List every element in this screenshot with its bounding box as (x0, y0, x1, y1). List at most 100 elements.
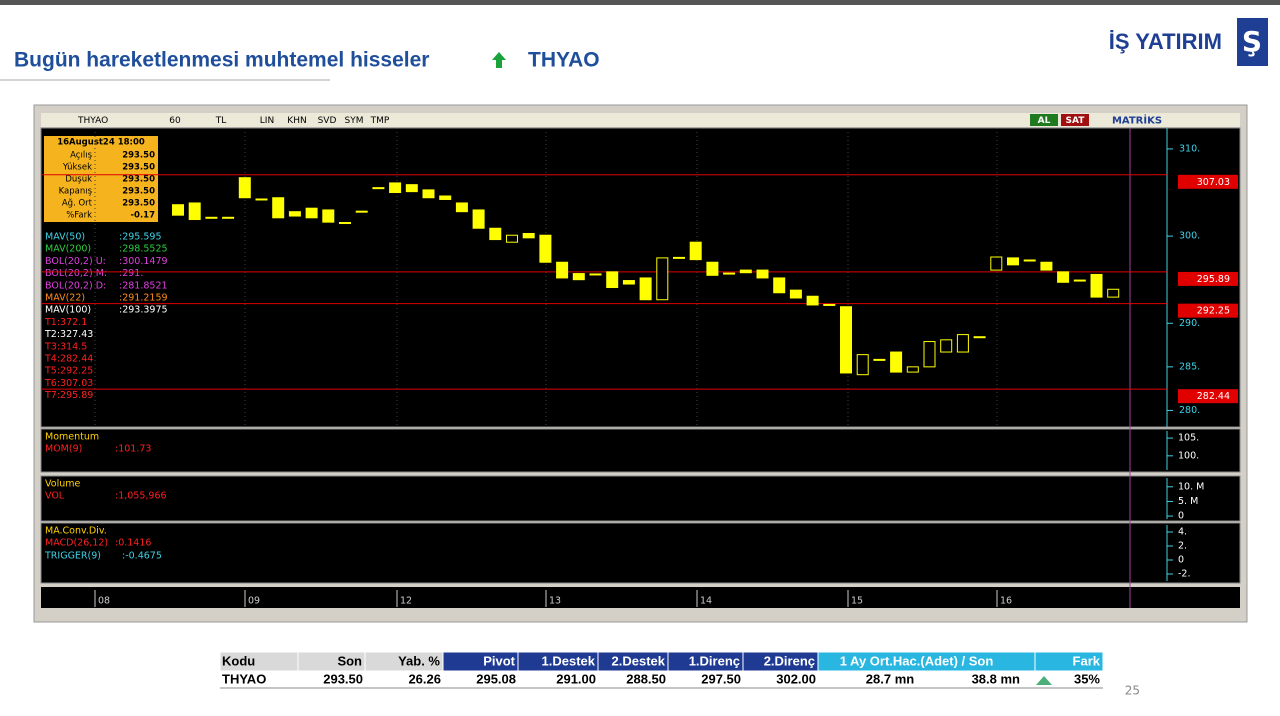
level-box (1178, 174, 1238, 189)
legend-name: T2:327.43 (44, 329, 93, 340)
table-header: 1 Ay Ort.Hac.(Adet) / Son (840, 653, 994, 668)
y-tick-label: 310. (1179, 143, 1200, 154)
candle (689, 241, 702, 261)
trend-triangle (1036, 676, 1052, 685)
candle (322, 209, 335, 223)
candle (656, 257, 669, 301)
candle (422, 189, 435, 199)
candle (305, 207, 318, 219)
panel-tick-label: 4. (1178, 527, 1187, 538)
candle (1090, 273, 1103, 298)
legend-value: :293.3975 (119, 305, 168, 316)
legend-value: :291. (119, 268, 143, 279)
legend-value: :298.5525 (119, 244, 168, 255)
panel-tick-label: 0 (1178, 555, 1184, 566)
candle (806, 295, 819, 306)
table-cell: 293.50 (323, 671, 363, 686)
level-box (1178, 303, 1238, 318)
panel-title: MA.Conv.Div. (45, 526, 107, 537)
legend-name: BOL(20,2) U: (45, 256, 106, 267)
candle (639, 277, 652, 301)
panel-name: TRIGGER(9) (44, 551, 101, 562)
legend-name: T5:292.25 (44, 366, 93, 377)
date-label: 14 (700, 596, 712, 607)
table-cell: 28.7 mn (866, 671, 914, 686)
candle (238, 177, 251, 199)
toolbar (41, 113, 1240, 127)
top-bar (0, 0, 1280, 5)
y-tick-label: 280. (1179, 405, 1200, 416)
table-header: Kodu (222, 653, 255, 668)
legend-name: T4:282.44 (44, 354, 93, 365)
volume-panel (40, 475, 1241, 522)
candle (188, 202, 201, 221)
panel-title: Volume (45, 479, 80, 490)
candle (856, 354, 869, 376)
buy-button[interactable] (1030, 114, 1058, 126)
candle (622, 280, 635, 285)
panel-name: MOM(9) (45, 444, 82, 455)
info-title: 16August24 18:00 (57, 138, 145, 148)
candle (1057, 271, 1070, 283)
toolbar-item: TL (215, 116, 227, 126)
candle (405, 184, 418, 193)
sell-button[interactable] (1061, 114, 1089, 126)
candle (789, 289, 802, 299)
date-label: 12 (400, 596, 412, 607)
toolbar-item: THYAO (77, 116, 108, 126)
candle (890, 351, 903, 373)
date-label: 09 (248, 596, 260, 607)
y-tick-label: 285. (1179, 361, 1200, 372)
logo: İŞ YATIRIM (1109, 29, 1222, 54)
panel-name: VOL (45, 491, 65, 502)
level-label: 307.03 (1197, 177, 1230, 188)
legend-value: :281.8521 (119, 280, 168, 291)
info-label: Ağ. Ort (62, 199, 93, 209)
table-header: Son (337, 653, 362, 668)
legend-name: T1:372.1 (44, 317, 87, 328)
panel-tick-label: 10. M (1178, 481, 1204, 492)
info-label: Düşük (65, 175, 92, 185)
macd-panel (40, 522, 1241, 584)
legend-name: T7:295.89 (44, 390, 93, 401)
info-label: Açılış (70, 151, 92, 161)
legend-name: T3:314.5 (44, 341, 87, 352)
panel-tick-label: 0 (1178, 511, 1184, 522)
date-label: 15 (851, 596, 863, 607)
level-box (1178, 271, 1238, 286)
table-cell: 302.00 (776, 671, 816, 686)
panel-tick-label: 5. M (1178, 496, 1198, 507)
legend-name: T6:307.03 (44, 378, 93, 389)
table-header: Fark (1073, 653, 1101, 668)
level-label: 295.89 (1197, 274, 1230, 285)
panel-name: MACD(26,12) (45, 538, 108, 549)
toolbar-item: LIN (260, 116, 274, 126)
panel-tick-label: 105. (1178, 433, 1199, 444)
candle (956, 334, 969, 353)
level-box (1178, 389, 1238, 404)
candle (923, 341, 936, 368)
info-value: -0.17 (131, 211, 156, 221)
title: Bugün hareketlenmesi muhtemel hisseler (14, 49, 429, 72)
legend-value: :291.2159 (119, 293, 168, 304)
panel-tick-label: -2. (1178, 569, 1191, 580)
table-cell: 38.8 mn (972, 671, 1020, 686)
info-value: 293.50 (122, 175, 155, 185)
table-header: 2.Direnç (764, 653, 815, 668)
sell-label: SAT (1066, 116, 1086, 126)
legend-name: MAV(100) (45, 305, 91, 316)
candle (606, 271, 619, 289)
level-label: 282.44 (1197, 391, 1230, 402)
candle (389, 182, 402, 194)
panel-title: Momentum (45, 432, 99, 443)
panel-value: :1,055,966 (115, 491, 167, 502)
table-cell: 288.50 (626, 671, 666, 686)
panel-tick-label: 2. (1178, 541, 1187, 552)
candle (1007, 257, 1019, 266)
table-header: 2.Destek (612, 653, 666, 668)
candle (756, 269, 769, 279)
candle (522, 232, 535, 239)
table-header: 1.Destek (542, 653, 596, 668)
toolbar-item: TMP (370, 116, 390, 126)
candle (272, 197, 285, 219)
